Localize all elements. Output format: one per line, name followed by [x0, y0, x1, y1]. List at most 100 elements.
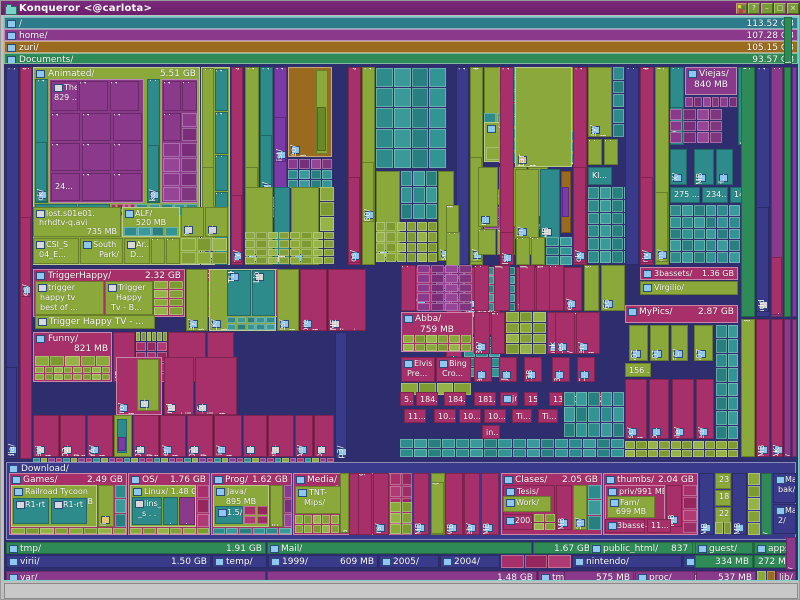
- docs-num[interactable]: 22...: [715, 507, 731, 523]
- abs-num[interactable]: 234...: [702, 187, 728, 203]
- child-tile[interactable]: [266, 317, 275, 323]
- child-tile[interactable]: [162, 332, 167, 341]
- kl-dir[interactable]: Kl...: [588, 167, 612, 185]
- music-num-tile[interactable]: 181...: [474, 392, 496, 406]
- child-tile[interactable]: [459, 283, 472, 293]
- child-tile[interactable]: [681, 205, 693, 216]
- child-tile[interactable]: [498, 439, 512, 448]
- child-tile[interactable]: [568, 439, 582, 448]
- jumpstreet-tile[interactable]: 21 Jum...: [181, 207, 204, 237]
- various-size[interactable]: 27.81 GB: [456, 67, 469, 265]
- child-tile[interactable]: [320, 187, 334, 201]
- child-tile[interactable]: [670, 132, 683, 143]
- child-tile[interactable]: [376, 232, 386, 242]
- lib-dir[interactable]: lib/: [776, 571, 796, 580]
- child-tile[interactable]: [70, 458, 78, 462]
- child-tile[interactable]: [376, 68, 393, 88]
- child-tile[interactable]: [401, 203, 413, 219]
- music-row-tile[interactable]: 1.12 GB: [474, 265, 489, 311]
- child-tile[interactable]: [429, 128, 446, 148]
- sp01-file[interactable]: SP01....: [243, 415, 267, 457]
- elsi-dir[interactable]: elsi/: [500, 232, 514, 265]
- child-tile[interactable]: [459, 265, 472, 274]
- media-dir-strip[interactable]: Media/: [6, 367, 17, 457]
- child-tile[interactable]: [427, 252, 437, 262]
- child-tile[interactable]: [236, 317, 246, 323]
- child-tile[interactable]: [610, 448, 624, 457]
- child-tile[interactable]: [534, 514, 544, 522]
- child-tile[interactable]: [729, 240, 741, 252]
- ttr-episode[interactable]: 19 ..: [215, 155, 228, 191]
- child-tile[interactable]: [401, 187, 413, 203]
- child-tile[interactable]: [401, 171, 413, 187]
- child-tile[interactable]: [413, 203, 425, 219]
- child-tile[interactable]: [92, 367, 101, 373]
- child-tile[interactable]: [411, 148, 429, 168]
- child-tile[interactable]: [727, 368, 738, 382]
- lins-file[interactable]: lins_ ._s . .: [132, 497, 162, 525]
- child-tile[interactable]: [176, 458, 183, 462]
- child-tile[interactable]: [101, 367, 110, 373]
- child-tile[interactable]: [417, 222, 427, 232]
- child-tile[interactable]: [670, 449, 681, 457]
- child-tile[interactable]: [54, 367, 63, 373]
- child-tile[interactable]: [554, 439, 568, 448]
- child-tile[interactable]: [197, 485, 209, 499]
- abs-num[interactable]: 275 ...: [670, 187, 700, 203]
- child-tile[interactable]: [470, 448, 484, 457]
- c200-dir[interactable]: 200...: [503, 514, 533, 530]
- child-tile[interactable]: [717, 228, 729, 240]
- child-tile[interactable]: [401, 513, 412, 523]
- child-tile[interactable]: [376, 148, 393, 168]
- child-tile[interactable]: [705, 240, 717, 252]
- child-tile[interactable]: [267, 256, 278, 264]
- child-tile[interactable]: [267, 248, 278, 256]
- mypics-sub2[interactable]: Wed/: [696, 379, 714, 439]
- child-tile[interactable]: [136, 342, 146, 352]
- thetick-dir[interactable]: The Tick/: [35, 142, 47, 202]
- priv-size[interactable]: 18.08 GB: [625, 67, 639, 265]
- b-tile[interactable]: (B...: [431, 482, 444, 534]
- child-tile[interactable]: [212, 251, 227, 264]
- child-tile[interactable]: [151, 227, 165, 236]
- work-dir[interactable]: Work/: [503, 496, 551, 512]
- music-num-tile[interactable]: 15...: [524, 392, 538, 406]
- child-tile[interactable]: [681, 441, 693, 449]
- child-tile[interactable]: [288, 170, 299, 179]
- child-tile[interactable]: [612, 251, 623, 263]
- clas-dir[interactable]: clas...: [771, 257, 782, 315]
- app-menu-icon[interactable]: [736, 2, 747, 14]
- temp-dir[interactable]: temp/: [212, 555, 267, 568]
- child-tile[interactable]: [596, 439, 610, 448]
- child-tile[interactable]: [239, 528, 252, 534]
- breadcrumb-row-2[interactable]: zuri/105.15 GB: [4, 41, 798, 53]
- child-tile[interactable]: [54, 374, 63, 380]
- diversa-sliver[interactable]: Diversa: [340, 473, 349, 533]
- child-tile[interactable]: [512, 439, 526, 448]
- docs-dir[interactable]: docs/ 802 MB: [699, 473, 714, 535]
- disney771-dir[interactable]: Disney/771 MB: [588, 67, 612, 137]
- child-tile[interactable]: [613, 67, 624, 80]
- child-tile[interactable]: [437, 335, 448, 343]
- music-num-tile[interactable]: in...: [482, 425, 500, 439]
- jumpstreet-tile[interactable]: 21 Jum...: [205, 207, 228, 237]
- child-tile[interactable]: [376, 252, 386, 262]
- child-tile[interactable]: [181, 238, 196, 251]
- episode-tile[interactable]: 245..: [79, 81, 108, 111]
- child-tile[interactable]: [428, 439, 442, 448]
- child-tile[interactable]: [282, 458, 289, 462]
- child-tile[interactable]: [83, 528, 97, 534]
- child-tile[interactable]: [449, 335, 460, 343]
- child-tile[interactable]: [376, 222, 386, 232]
- queen360-dir[interactable]: Queen/360 MB: [576, 312, 600, 354]
- child-tile[interactable]: [711, 97, 720, 107]
- child-tile[interactable]: [564, 422, 576, 437]
- child-tile[interactable]: [196, 238, 212, 251]
- child-tile[interactable]: [540, 439, 554, 448]
- child-tile[interactable]: [582, 439, 596, 448]
- child-tile[interactable]: [612, 392, 624, 407]
- child-tile[interactable]: [393, 108, 411, 128]
- child-tile[interactable]: [236, 324, 246, 330]
- music-small-dir[interactable]: Do B...: [552, 357, 570, 382]
- child-tile[interactable]: [727, 339, 738, 353]
